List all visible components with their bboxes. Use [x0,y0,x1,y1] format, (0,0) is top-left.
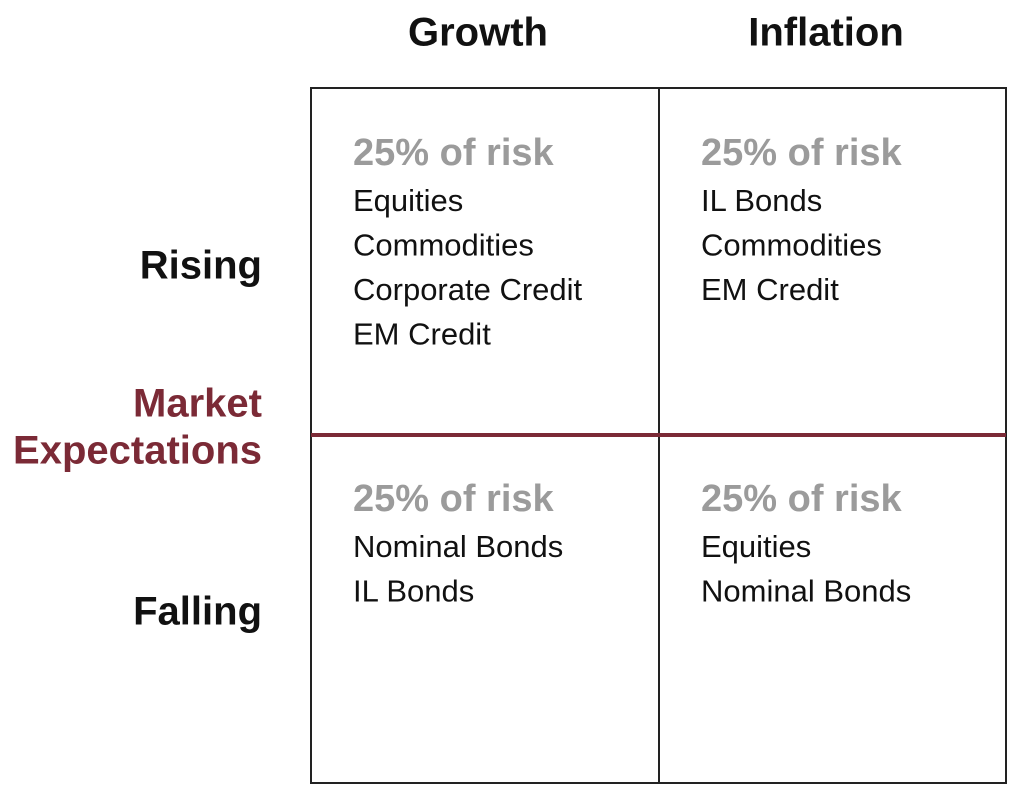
cell-item: Commodities [353,228,534,263]
cell-heading: 25% of risk [353,478,555,520]
cell-item: Corporate Credit [353,272,583,307]
column-header: Inflation [748,11,904,55]
cell-item: Nominal Bonds [701,574,911,609]
cell-item: IL Bonds [353,574,474,609]
row-label: Falling [133,590,262,634]
cell-heading: 25% of risk [701,132,903,174]
cell-item: Equities [701,529,811,564]
cell-item: Nominal Bonds [353,529,563,564]
center-label: Market [133,382,262,426]
cell-item: Equities [353,183,463,218]
cell-item: IL Bonds [701,183,822,218]
center-label: Expectations [13,429,262,473]
cell-item: EM Credit [353,317,491,352]
cell-item: Commodities [701,228,882,263]
cell-heading: 25% of risk [701,478,903,520]
row-label: Rising [140,244,262,288]
cell-item: EM Credit [701,272,839,307]
column-header: Growth [408,11,548,55]
cell-heading: 25% of risk [353,132,555,174]
